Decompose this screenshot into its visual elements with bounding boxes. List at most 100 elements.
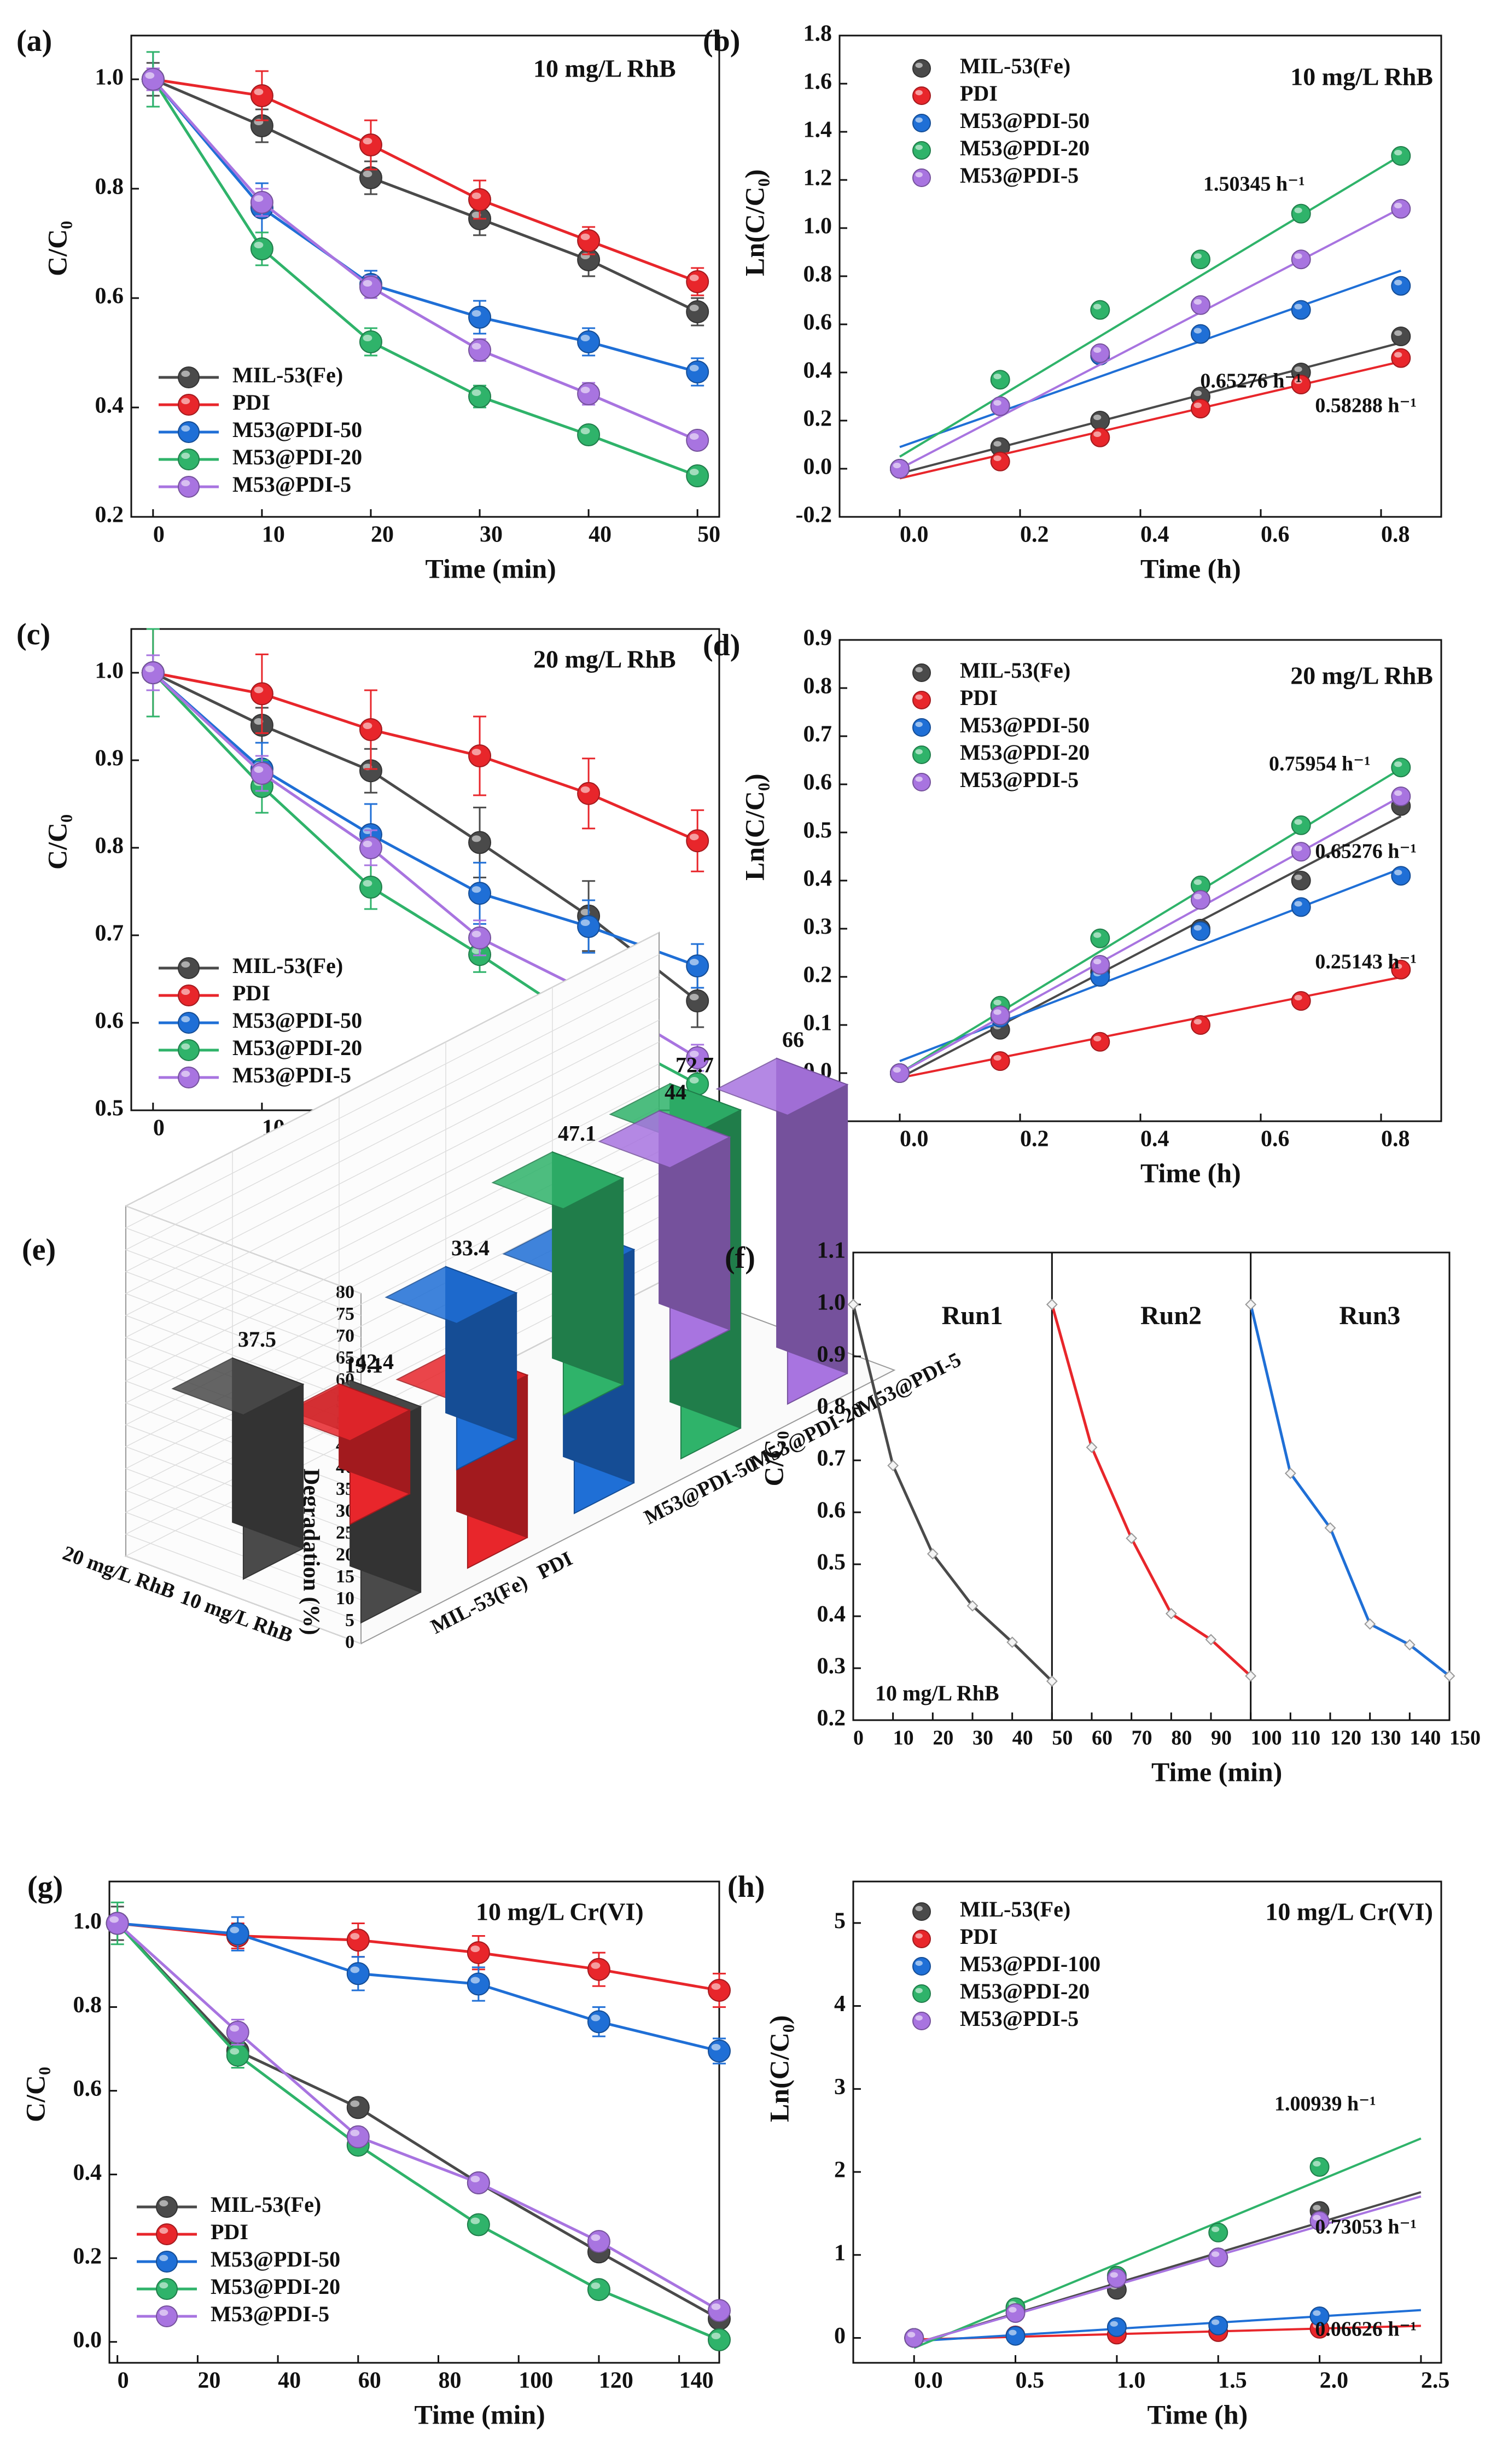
- marker-highlight: [689, 994, 699, 1000]
- y-tick-label: 0.6: [95, 1009, 124, 1034]
- marker-highlight: [1294, 378, 1302, 385]
- z-tick-label: 5: [345, 1610, 354, 1630]
- legend-label: MIL-53(Fe): [960, 1897, 1070, 1921]
- bar-top-face: [715, 1057, 849, 1116]
- legend-label: MIL-53(Fe): [211, 2192, 321, 2217]
- marker-highlight: [181, 480, 190, 487]
- data-point: [577, 915, 601, 938]
- run-label: Run2: [1140, 1301, 1202, 1330]
- data-point: [359, 133, 382, 156]
- marker-highlight: [915, 144, 923, 150]
- data-point: [1291, 249, 1311, 270]
- legend-marker: [912, 86, 931, 105]
- data-point: [990, 396, 1010, 416]
- y-axis-label: Ln(C/C₀): [764, 2015, 794, 2122]
- y-tick-label: 0.7: [803, 722, 832, 747]
- y-tick-label: 0.8: [803, 262, 832, 287]
- marker-highlight: [1294, 874, 1302, 881]
- data-point: [686, 300, 709, 323]
- y-tick-label: 0.1: [803, 1011, 832, 1036]
- data-point: [359, 330, 382, 353]
- legend-marker: [178, 1067, 200, 1088]
- y-tick-label: 0.8: [95, 834, 124, 859]
- data-point: [587, 2230, 610, 2253]
- marker-highlight: [1394, 790, 1402, 796]
- run-marker: [1364, 1618, 1376, 1630]
- marker-highlight: [254, 686, 264, 694]
- rate-constant-label: 0.75954 h⁻¹: [1269, 753, 1371, 776]
- marker-highlight: [1294, 366, 1302, 372]
- marker-highlight: [159, 2255, 168, 2262]
- marker-highlight: [363, 171, 372, 177]
- marker-highlight: [1294, 901, 1302, 907]
- bar-top-face: [491, 1151, 625, 1210]
- legend-marker: [156, 2251, 178, 2273]
- panel-e: (e)05101520253035404550556065707580Degra…: [22, 931, 965, 1652]
- x-tick-label: 0: [153, 522, 165, 547]
- data-point: [1191, 890, 1210, 910]
- run-marker: [1046, 1675, 1058, 1687]
- marker-highlight: [145, 666, 155, 672]
- marker-highlight: [1394, 330, 1402, 336]
- legend-marker: [912, 691, 931, 709]
- data-point: [577, 382, 601, 405]
- y-tick-label: 0.8: [73, 1993, 102, 2018]
- plot-frame: [108, 1880, 720, 2364]
- x-tick-label: 2.0: [1320, 2368, 1349, 2393]
- marker-highlight: [145, 72, 155, 79]
- x-tick-label: 0.0: [900, 1127, 929, 1152]
- marker-highlight: [181, 452, 190, 459]
- y-tick-label: 0.9: [817, 1342, 846, 1367]
- y-tick-label: 1.0: [73, 1909, 102, 1934]
- data-point: [1090, 343, 1110, 363]
- y-tick-label: 0.2: [73, 2244, 102, 2269]
- marker-highlight: [159, 2227, 168, 2234]
- series-line: [117, 1922, 720, 2053]
- marker-highlight: [993, 999, 1001, 1005]
- y-tick-label: 0.0: [803, 455, 832, 480]
- data-point: [1391, 348, 1411, 368]
- marker-highlight: [915, 776, 923, 782]
- legend-marker: [178, 957, 200, 979]
- legend-label: M53@PDI-20: [232, 1035, 362, 1060]
- data-point: [1391, 787, 1411, 806]
- legend-label: PDI: [960, 1924, 998, 1949]
- x-axis-label: Time (min): [426, 553, 556, 584]
- data-point: [686, 464, 709, 487]
- x-tick-label: 10: [893, 1727, 914, 1750]
- data-point: [708, 2328, 731, 2351]
- x-tick-label: 1.0: [1117, 2368, 1145, 2393]
- data-point: [1005, 2303, 1026, 2323]
- condition-annotation: 10 mg/L Cr(VI): [1265, 1898, 1433, 1926]
- marker-highlight: [993, 374, 1001, 380]
- condition-annotation: 10 mg/L RhB: [875, 1681, 999, 1705]
- marker-highlight: [711, 2332, 721, 2339]
- condition-annotation: 10 mg/L RhB: [1290, 63, 1433, 91]
- panel-label: (e): [22, 1233, 56, 1267]
- series-line: [152, 78, 698, 313]
- run-marker: [1284, 1467, 1296, 1479]
- condition-annotation: 10 mg/L Cr(VI): [476, 1898, 644, 1926]
- data-point: [467, 2171, 490, 2194]
- marker-highlight: [689, 305, 699, 311]
- marker-highlight: [915, 667, 923, 673]
- x-tick-label: 1.5: [1218, 2368, 1247, 2393]
- marker-highlight: [159, 2309, 168, 2316]
- x-tick-label: 0.0: [900, 522, 929, 547]
- marker-highlight: [915, 721, 923, 727]
- y-tick-label: 0.6: [817, 1498, 846, 1523]
- legend-marker: [912, 773, 931, 791]
- marker-highlight: [993, 1009, 1001, 1015]
- data-point: [1005, 2326, 1026, 2346]
- data-point: [106, 1912, 129, 1935]
- legend-label: M53@PDI-50: [960, 713, 1090, 737]
- y-tick-label: 2: [834, 2158, 846, 2183]
- marker-highlight: [109, 1916, 119, 1923]
- marker-highlight: [711, 2303, 721, 2310]
- legend-label: PDI: [211, 2220, 248, 2244]
- data-point: [1191, 324, 1210, 344]
- series-line: [152, 78, 698, 374]
- legend-label: M53@PDI-50: [211, 2247, 340, 2271]
- marker-highlight: [350, 1966, 360, 1973]
